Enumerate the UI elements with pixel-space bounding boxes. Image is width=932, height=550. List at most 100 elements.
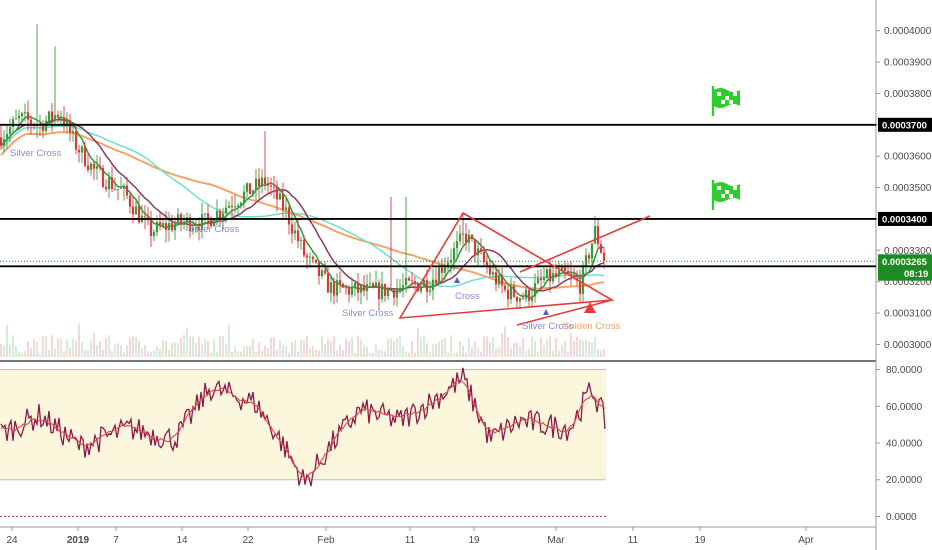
volume-bar xyxy=(336,350,338,357)
candle-body xyxy=(62,117,66,126)
candle-body xyxy=(566,270,570,274)
volume-bar xyxy=(543,344,545,357)
candle-body xyxy=(593,226,597,244)
volume-bar xyxy=(108,335,110,357)
volume-bar xyxy=(159,348,161,357)
candle-body xyxy=(554,273,558,277)
golden-cross-marker xyxy=(584,302,596,313)
x-tick-label: 2019 xyxy=(67,535,90,546)
candle-body xyxy=(326,273,330,293)
candle-body xyxy=(56,115,60,118)
triangle-drawing-1[interactable] xyxy=(398,211,615,319)
candle-body xyxy=(275,186,279,200)
candle-body xyxy=(470,234,474,239)
volume-bar xyxy=(516,342,518,357)
volume-bar xyxy=(342,350,344,357)
candle-body xyxy=(407,278,411,281)
volume-bar xyxy=(462,345,464,357)
candle-body xyxy=(494,272,498,285)
volume-bar xyxy=(90,340,92,357)
volume-bar xyxy=(9,344,11,357)
volume-bar xyxy=(237,351,239,357)
candle-body xyxy=(47,111,51,121)
volume-bar xyxy=(534,341,536,357)
volume-bar xyxy=(165,340,167,357)
volume-bar xyxy=(546,339,548,357)
candle-body xyxy=(527,290,531,301)
volume-bar xyxy=(603,349,605,357)
rsi-tick-label: 60.0000 xyxy=(886,402,923,413)
cross-label: Cross xyxy=(455,291,480,302)
volume-bar xyxy=(93,332,95,357)
horizontal-levels[interactable] xyxy=(0,123,876,268)
volume-bar xyxy=(264,345,266,357)
candle-body xyxy=(530,296,534,301)
volume-bar xyxy=(585,339,587,357)
volume-bar xyxy=(570,333,572,357)
volume-bar xyxy=(51,335,53,357)
y-tick-label: 0.0003000 xyxy=(884,340,932,351)
candle-body xyxy=(293,230,297,234)
x-tick-label: 7 xyxy=(113,535,119,546)
candle-body xyxy=(362,285,366,292)
rsi-guides xyxy=(0,369,606,517)
volume-bar xyxy=(102,349,104,357)
volume-bar xyxy=(243,346,245,357)
volume-bar xyxy=(438,341,440,357)
flag-icon[interactable] xyxy=(711,86,740,116)
candle-body xyxy=(119,188,123,190)
volume-bar xyxy=(531,336,533,357)
moving-average-line xyxy=(0,118,605,292)
volume-bar xyxy=(36,341,38,357)
volume-bar xyxy=(129,338,131,357)
candle-body xyxy=(455,241,459,249)
candle-body xyxy=(233,206,237,208)
volume-bar xyxy=(15,345,17,357)
candle-body xyxy=(320,270,324,277)
volume-bar xyxy=(18,352,20,357)
volume-bar xyxy=(477,347,479,357)
candle-body xyxy=(221,213,225,218)
volume-bar xyxy=(429,351,431,357)
candle-body xyxy=(0,137,3,146)
candle-body xyxy=(302,240,306,256)
volume-bar xyxy=(360,339,362,357)
volume-bar xyxy=(417,328,419,357)
volume-bar xyxy=(288,352,290,357)
volume-bar xyxy=(294,340,296,357)
candle-body xyxy=(419,286,423,292)
volume-bar xyxy=(3,345,5,357)
candle-body xyxy=(17,116,21,119)
volume-bar xyxy=(66,339,68,357)
volume-bar xyxy=(81,341,83,357)
volume-bar xyxy=(450,335,452,357)
candle-body xyxy=(212,222,216,227)
candle-body xyxy=(134,206,138,215)
candle-body xyxy=(539,278,543,280)
cross-marker xyxy=(454,277,460,283)
volume-bar xyxy=(381,349,383,357)
candle-body xyxy=(344,287,348,289)
volume-bar xyxy=(390,338,392,357)
candle-body xyxy=(98,166,102,168)
volume-bar xyxy=(39,352,41,357)
candle-body xyxy=(224,207,228,214)
volume-bar xyxy=(147,350,149,357)
volume-bar xyxy=(27,341,29,357)
volume-bar xyxy=(474,341,476,357)
candle-body xyxy=(461,233,465,235)
volume-bar xyxy=(444,337,446,357)
volume-bar xyxy=(537,351,539,357)
candle-body xyxy=(170,223,174,231)
candle-body xyxy=(11,119,15,128)
triangle-drawing-2[interactable] xyxy=(463,213,651,326)
volume-bar xyxy=(135,336,137,357)
volume-bar xyxy=(255,352,257,357)
volume-bar xyxy=(222,335,224,357)
flag-icon[interactable] xyxy=(711,180,740,210)
candle-body xyxy=(89,163,93,170)
candle-body xyxy=(116,188,120,190)
volume-bar xyxy=(117,343,119,357)
price-marker-text: 0.0003265 xyxy=(882,257,928,268)
rsi-signal-line xyxy=(0,379,606,479)
